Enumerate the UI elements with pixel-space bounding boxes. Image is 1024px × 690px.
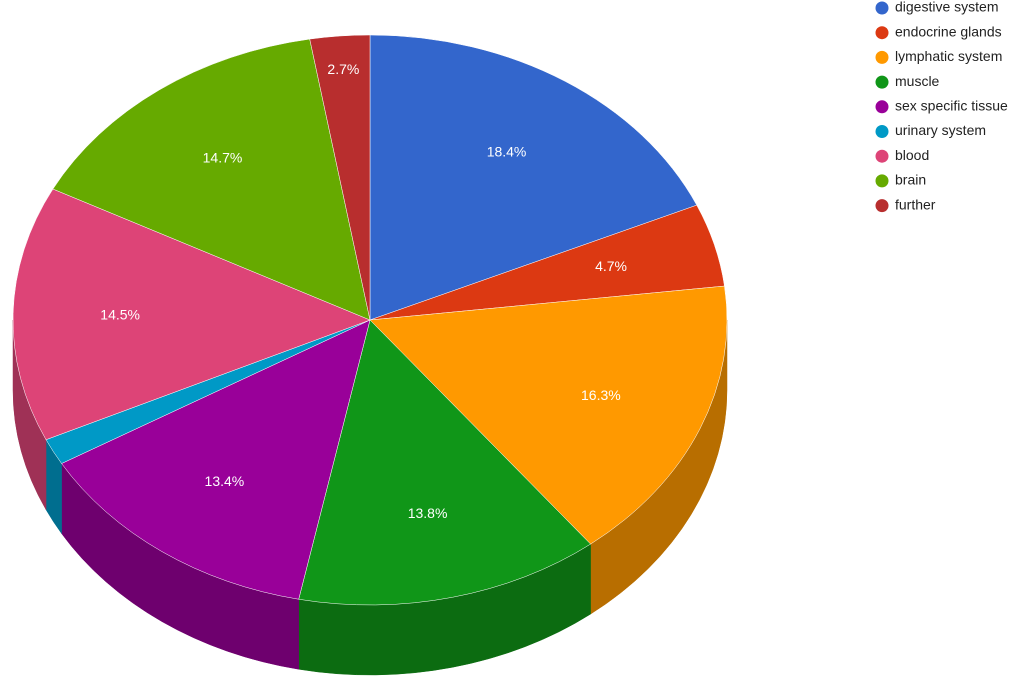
slice (61, 319, 371, 600)
data-label: 4.7% (595, 258, 627, 274)
slice (369, 285, 728, 545)
data-label: 2.7% (327, 61, 359, 77)
legend-marker (875, 26, 889, 40)
legend-marker (875, 75, 889, 89)
slice (12, 188, 371, 441)
legend-label: lymphatic system (895, 48, 1002, 64)
slice (52, 38, 371, 321)
legend-marker (875, 125, 889, 138)
legend-label: urinary system (895, 122, 986, 138)
legend-marker (875, 50, 889, 64)
legend-label: brain (895, 172, 926, 188)
legend: digestive system endocrine glands lymphati… (875, 0, 1008, 213)
legend-label: muscle (895, 73, 940, 89)
data-label: 14.5% (100, 306, 140, 322)
legend-label: digestive system (895, 0, 998, 15)
legend-label: endocrine glands (895, 23, 1002, 39)
data-label: 13.8% (408, 505, 448, 521)
legend-marker (875, 199, 889, 213)
data-label: 14.7% (203, 150, 243, 166)
data-label: 13.4% (205, 473, 245, 489)
legend-marker (875, 100, 889, 114)
slice (298, 319, 591, 606)
legend-marker (875, 149, 889, 163)
legend-label: further (895, 196, 936, 212)
legend-marker (875, 174, 889, 188)
data-label: 16.3% (581, 387, 621, 403)
legend-marker (875, 1, 889, 15)
legend-label: blood (895, 147, 929, 163)
slice (309, 34, 371, 321)
slice (369, 34, 698, 321)
data-label: 18.4% (487, 144, 527, 160)
legend-label: sex specific tissue (895, 98, 1008, 114)
